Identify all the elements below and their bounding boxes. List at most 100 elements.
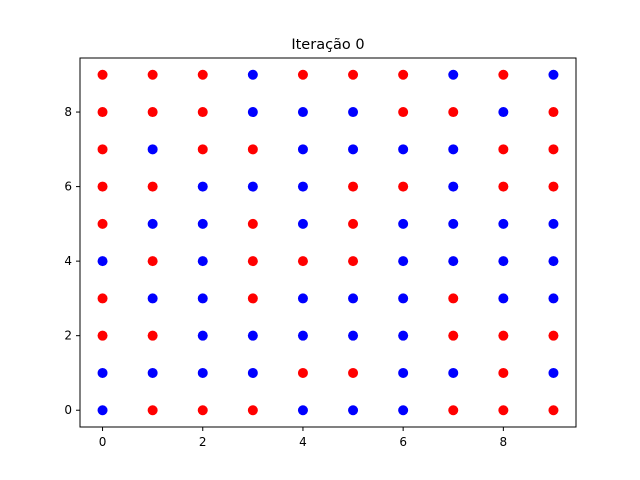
point-0-3 <box>97 293 108 304</box>
point-4-2 <box>297 330 308 341</box>
x-tick-label: 6 <box>399 435 407 449</box>
point-8-3 <box>498 293 509 304</box>
point-9-6 <box>548 181 559 192</box>
point-9-0 <box>548 405 559 416</box>
point-4-1 <box>297 367 308 378</box>
point-8-4 <box>498 256 509 267</box>
point-7-0 <box>448 405 459 416</box>
axes-frame <box>79 57 577 428</box>
point-2-4 <box>197 256 208 267</box>
point-8-2 <box>498 330 509 341</box>
point-0-9 <box>97 69 108 80</box>
point-0-5 <box>97 218 108 229</box>
point-3-1 <box>247 367 258 378</box>
point-1-5 <box>147 218 158 229</box>
point-7-7 <box>448 144 459 155</box>
y-tick-label: 0 <box>64 403 72 417</box>
point-1-7 <box>147 144 158 155</box>
point-6-3 <box>398 293 409 304</box>
point-9-4 <box>548 256 559 267</box>
point-7-9 <box>448 69 459 80</box>
point-7-8 <box>448 107 459 118</box>
y-axis: 0 2 4 6 8 <box>64 105 80 417</box>
point-1-2 <box>147 330 158 341</box>
point-2-8 <box>197 107 208 118</box>
point-3-6 <box>247 181 258 192</box>
point-9-8 <box>548 107 559 118</box>
point-8-7 <box>498 144 509 155</box>
point-0-0 <box>97 405 108 416</box>
point-4-5 <box>297 218 308 229</box>
point-1-8 <box>147 107 158 118</box>
y-tick-label: 6 <box>64 180 72 194</box>
point-3-3 <box>247 293 258 304</box>
y-tick-label: 4 <box>64 254 72 268</box>
point-8-0 <box>498 405 509 416</box>
point-6-9 <box>398 69 409 80</box>
x-tick-label: 8 <box>500 435 508 449</box>
x-axis: 0 2 4 6 8 <box>99 427 507 449</box>
x-tick-label: 4 <box>299 435 307 449</box>
point-2-7 <box>197 144 208 155</box>
point-8-9 <box>498 69 509 80</box>
point-5-3 <box>348 293 359 304</box>
point-3-0 <box>247 405 258 416</box>
point-3-9 <box>247 69 258 80</box>
point-2-0 <box>197 405 208 416</box>
point-9-5 <box>548 218 559 229</box>
point-1-0 <box>147 405 158 416</box>
y-tick-label: 8 <box>64 105 72 119</box>
chart-title: Iteração 0 <box>291 37 364 53</box>
point-6-7 <box>398 144 409 155</box>
point-6-4 <box>398 256 409 267</box>
point-7-6 <box>448 181 459 192</box>
point-3-4 <box>247 256 258 267</box>
point-8-1 <box>498 367 509 378</box>
point-5-7 <box>348 144 359 155</box>
point-4-0 <box>297 405 308 416</box>
point-7-5 <box>448 218 459 229</box>
point-2-1 <box>197 367 208 378</box>
point-1-3 <box>147 293 158 304</box>
point-9-9 <box>548 69 559 80</box>
point-4-8 <box>297 107 308 118</box>
point-5-5 <box>348 218 359 229</box>
point-4-3 <box>297 293 308 304</box>
point-0-1 <box>97 367 108 378</box>
point-1-4 <box>147 256 158 267</box>
point-6-2 <box>398 330 409 341</box>
point-0-2 <box>97 330 108 341</box>
point-8-8 <box>498 107 509 118</box>
point-2-2 <box>197 330 208 341</box>
point-0-7 <box>97 144 108 155</box>
point-6-5 <box>398 218 409 229</box>
point-2-3 <box>197 293 208 304</box>
points-layer <box>97 69 559 416</box>
point-9-1 <box>548 367 559 378</box>
point-3-2 <box>247 330 258 341</box>
point-9-7 <box>548 144 559 155</box>
point-6-8 <box>398 107 409 118</box>
point-4-4 <box>297 256 308 267</box>
point-9-2 <box>548 330 559 341</box>
point-5-8 <box>348 107 359 118</box>
point-3-8 <box>247 107 258 118</box>
point-1-9 <box>147 69 158 80</box>
point-1-1 <box>147 367 158 378</box>
x-tick-label: 0 <box>99 435 107 449</box>
point-6-1 <box>398 367 409 378</box>
point-3-5 <box>247 218 258 229</box>
point-5-4 <box>348 256 359 267</box>
point-7-2 <box>448 330 459 341</box>
y-tick-label: 2 <box>64 329 72 343</box>
point-2-5 <box>197 218 208 229</box>
point-0-8 <box>97 107 108 118</box>
point-7-4 <box>448 256 459 267</box>
point-2-9 <box>197 69 208 80</box>
point-0-6 <box>97 181 108 192</box>
point-3-7 <box>247 144 258 155</box>
point-0-4 <box>97 256 108 267</box>
point-5-0 <box>348 405 359 416</box>
point-8-5 <box>498 218 509 229</box>
